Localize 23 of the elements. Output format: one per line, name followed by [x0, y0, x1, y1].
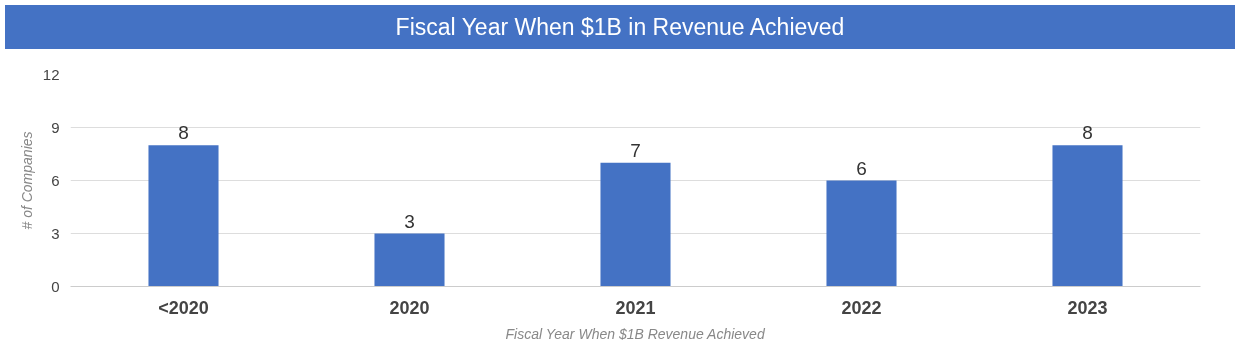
bar — [600, 162, 671, 287]
y-tick-label: 3 — [51, 224, 60, 242]
x-tick-label: 2021 — [615, 297, 656, 318]
y-tick-label: 0 — [51, 277, 60, 295]
x-axis-title: Fiscal Year When $1B Revenue Achieved — [505, 325, 766, 340]
data-label: 8 — [178, 122, 189, 144]
y-axis-title: # of Companies — [18, 131, 35, 230]
data-label: 3 — [404, 210, 415, 232]
x-tick-label: <2020 — [158, 297, 209, 318]
bar — [826, 180, 897, 287]
y-tick-label: 6 — [51, 171, 60, 189]
data-label: 6 — [856, 157, 867, 179]
x-tick-label: 2023 — [1067, 297, 1108, 318]
data-label: 7 — [630, 139, 641, 161]
y-tick-label: 12 — [42, 65, 60, 83]
bar — [148, 145, 219, 287]
y-tick-label: 9 — [51, 118, 60, 136]
x-tick-label: 2020 — [389, 297, 430, 318]
bar — [374, 233, 445, 287]
bar — [1052, 145, 1123, 287]
data-label: 8 — [1082, 122, 1093, 144]
x-tick-label: 2022 — [841, 297, 882, 318]
chart-title: Fiscal Year When $1B in Revenue Achieved — [5, 5, 1235, 49]
